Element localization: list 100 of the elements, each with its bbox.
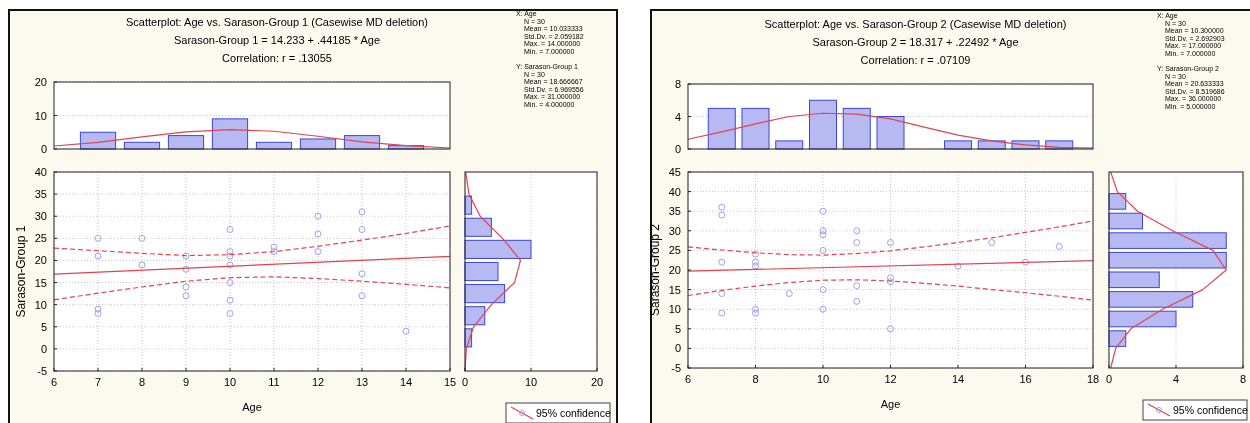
y-tick-label: 5 [674,322,681,335]
legend-label: 95% confidence [536,407,611,419]
point [752,305,759,313]
point [819,305,827,313]
point [314,230,322,238]
point [887,274,894,282]
bar [211,118,249,150]
y-tick-label: 35 [34,188,47,201]
point [1055,242,1063,250]
text: Correlation: r = .13055 [222,52,332,64]
x-tick-label: 14 [399,376,413,388]
point [988,239,996,247]
point [853,239,861,247]
chart-subtitle: Sarason-Group 2 = 18.317 + .22492 * Age [812,36,1019,48]
point [819,207,827,215]
y-axis-title: Sarason-Group 2 [648,223,662,317]
point [358,208,366,216]
x-tick-label: 8 [752,373,759,385]
point [226,252,234,260]
x-tick-label: 10 [816,373,830,385]
x-axis-title: Age [880,398,901,410]
chart-title: Scatterplot: Age vs. Sarason-Group 2 (Casewise MD deletion) [764,18,1067,30]
y-tick-label: 5 [40,320,47,333]
y-tick-label: 0 [674,342,681,355]
x-tick-label: 14 [951,373,965,385]
point [718,309,726,317]
y-tick-label: 30 [34,210,47,223]
x-tick-label: 12 [311,376,325,388]
point [954,262,962,270]
bar [876,116,905,150]
point [752,250,759,258]
point [358,292,366,300]
text: Correlation: r = .07109 [860,54,971,66]
y-tick-label: 35 [668,205,681,218]
x-tick-label: 0 [1105,373,1113,385]
x-tick-label: 18 [1086,373,1100,385]
y-tick-label: 0 [674,143,681,155]
point [182,292,190,300]
point [94,305,102,313]
y-tick-label: 0 [40,342,47,355]
point [752,258,759,266]
point [752,262,759,270]
point [358,270,366,278]
x-tick-label: 4 [1172,373,1180,385]
chart-subtitle: Sarason-Group 1 = 14.233 + .44185 * Age [173,34,381,46]
point [718,290,726,298]
y-tick-label: 20 [34,76,47,88]
y-tick-label: 15 [668,283,681,296]
point [887,278,894,286]
x-tick-label: 8 [1239,373,1247,385]
line-series [53,276,451,301]
point [226,310,234,318]
point [182,265,190,273]
bar [741,107,770,150]
point [819,227,827,235]
point [314,212,322,220]
point [718,211,726,219]
y-tick-label: -5 [37,365,47,377]
legend-label: 95% confidence [1173,404,1248,416]
y-tick-label: 10 [34,109,47,122]
point [270,248,278,256]
x-tick-label: 15 [443,376,457,388]
x-tick-label: 16 [1019,373,1032,385]
bar [707,107,736,150]
point [1022,258,1029,266]
point [402,327,410,335]
point [718,203,726,211]
y-tick-label: 8 [674,78,681,90]
point [226,225,234,233]
point [94,234,102,242]
y-tick-label: 45 [668,166,681,178]
y-tick-label: 10 [668,303,681,316]
x-tick-label: 8 [138,376,146,388]
point [887,325,894,333]
point [182,252,190,260]
y-tick-label: 25 [34,232,47,245]
point [785,290,793,298]
y-tick-label: 20 [668,264,681,276]
point [94,252,102,260]
point [819,246,827,254]
y-tick-label: 15 [34,276,47,289]
x-tick-label: 9 [182,376,190,388]
y-tick-label: 4 [674,110,681,123]
point [887,239,894,247]
point [138,261,146,269]
point [819,286,827,294]
y-tick-label: 10 [34,298,47,311]
x-tick-label: 12 [884,373,897,385]
point [853,282,861,290]
y-tick-label: 40 [668,185,681,198]
x-tick-label: 0 [461,376,469,388]
bar [842,107,871,150]
x-tick-label: 10 [524,376,538,388]
line-series [53,128,451,149]
point [94,310,102,318]
line-series [687,112,1094,149]
x-axis-title: Age [242,401,262,413]
point [270,243,278,251]
point [138,234,146,242]
y-axis-title: Sarason-Group 1 [14,225,28,318]
